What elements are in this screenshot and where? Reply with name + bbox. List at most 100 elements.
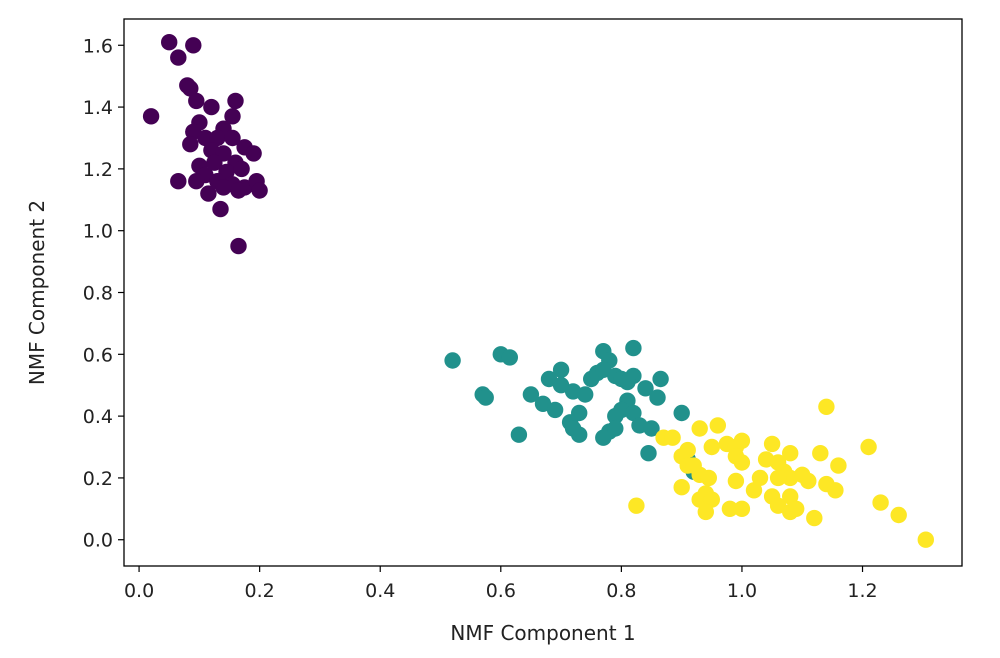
data-point bbox=[607, 407, 624, 425]
data-point bbox=[827, 482, 844, 499]
data-point bbox=[733, 432, 751, 449]
data-point bbox=[182, 136, 199, 153]
data-point bbox=[751, 469, 769, 487]
data-point bbox=[637, 380, 654, 397]
y-tick-label: 1.2 bbox=[83, 159, 113, 181]
data-point bbox=[185, 37, 202, 54]
x-tick-label: 0.6 bbox=[486, 580, 516, 602]
data-point bbox=[230, 182, 247, 199]
data-point bbox=[185, 123, 202, 140]
data-point bbox=[215, 179, 232, 196]
x-tick-label: 0.4 bbox=[365, 580, 395, 602]
points-layer bbox=[142, 34, 934, 548]
x-axis: 0.0 0.2 0.4 0.6 0.8 1.0 1.2 bbox=[124, 566, 878, 602]
data-point bbox=[628, 497, 645, 514]
x-tick-label: 1.0 bbox=[727, 580, 757, 602]
data-point bbox=[643, 420, 660, 437]
data-point bbox=[230, 237, 247, 255]
data-point bbox=[812, 445, 829, 462]
data-point bbox=[625, 339, 642, 357]
data-point bbox=[691, 420, 708, 437]
data-point bbox=[477, 389, 494, 406]
data-point bbox=[595, 429, 612, 446]
data-point bbox=[800, 472, 817, 490]
data-point bbox=[830, 457, 847, 474]
data-point bbox=[733, 454, 751, 471]
data-point bbox=[552, 361, 570, 378]
data-point bbox=[501, 349, 518, 366]
data-point bbox=[721, 500, 739, 517]
data-point bbox=[161, 34, 178, 51]
data-point bbox=[224, 129, 241, 147]
data-point bbox=[546, 401, 564, 419]
data-point bbox=[782, 445, 799, 462]
data-point bbox=[709, 417, 726, 434]
data-point bbox=[188, 173, 205, 190]
data-point bbox=[170, 173, 187, 190]
x-tick-label: 0.0 bbox=[124, 580, 154, 602]
data-point bbox=[625, 404, 642, 422]
data-point bbox=[170, 49, 187, 66]
data-point bbox=[251, 182, 268, 199]
data-point bbox=[188, 92, 205, 110]
data-point bbox=[727, 472, 745, 490]
data-point bbox=[652, 370, 669, 388]
data-point bbox=[182, 80, 199, 97]
data-point bbox=[782, 488, 799, 505]
data-point bbox=[203, 98, 220, 116]
data-point bbox=[769, 469, 787, 487]
data-point bbox=[577, 386, 594, 403]
data-point bbox=[917, 531, 934, 548]
data-point bbox=[788, 500, 805, 517]
data-point bbox=[733, 500, 751, 517]
data-point bbox=[818, 398, 835, 415]
data-point bbox=[522, 386, 540, 403]
y-tick-label: 0.8 bbox=[83, 283, 113, 305]
data-point bbox=[200, 185, 217, 202]
x-tick-label: 0.2 bbox=[245, 580, 275, 602]
data-point bbox=[224, 108, 241, 125]
data-point bbox=[444, 352, 461, 369]
data-point bbox=[510, 426, 528, 443]
data-point bbox=[860, 438, 877, 456]
data-point bbox=[233, 160, 250, 178]
data-point bbox=[872, 494, 889, 511]
data-point bbox=[607, 420, 624, 437]
data-point bbox=[534, 395, 552, 412]
y-tick-label: 0.2 bbox=[83, 468, 113, 490]
data-point bbox=[763, 435, 781, 453]
data-point bbox=[206, 154, 223, 171]
y-tick-label: 0.0 bbox=[83, 530, 113, 552]
data-point bbox=[806, 509, 823, 527]
x-axis-label: NMF Component 1 bbox=[450, 621, 635, 645]
y-axis: 0.0 0.2 0.4 0.6 0.8 1.0 1.2 1.4 1.6 bbox=[83, 35, 124, 552]
data-point bbox=[245, 145, 262, 162]
y-tick-label: 0.4 bbox=[83, 406, 113, 428]
data-point bbox=[697, 503, 714, 521]
data-point bbox=[540, 370, 558, 388]
data-point bbox=[703, 438, 720, 456]
data-point bbox=[685, 457, 702, 474]
y-tick-label: 0.6 bbox=[83, 344, 113, 366]
x-tick-label: 1.2 bbox=[847, 580, 877, 602]
data-point bbox=[212, 200, 229, 218]
data-point bbox=[673, 479, 690, 496]
data-point bbox=[649, 389, 666, 406]
data-point bbox=[890, 506, 907, 524]
data-point bbox=[619, 373, 636, 391]
data-point bbox=[640, 445, 657, 462]
y-tick-label: 1.4 bbox=[83, 97, 113, 119]
data-point bbox=[700, 469, 717, 487]
y-tick-label: 1.0 bbox=[83, 221, 113, 243]
data-point bbox=[197, 129, 214, 147]
data-point bbox=[673, 404, 690, 422]
data-point bbox=[745, 482, 763, 499]
data-point bbox=[769, 497, 787, 514]
data-point bbox=[209, 129, 226, 147]
y-tick-label: 1.6 bbox=[83, 35, 113, 57]
data-point bbox=[564, 420, 582, 437]
data-point bbox=[142, 108, 160, 125]
x-tick-label: 0.8 bbox=[606, 580, 636, 602]
